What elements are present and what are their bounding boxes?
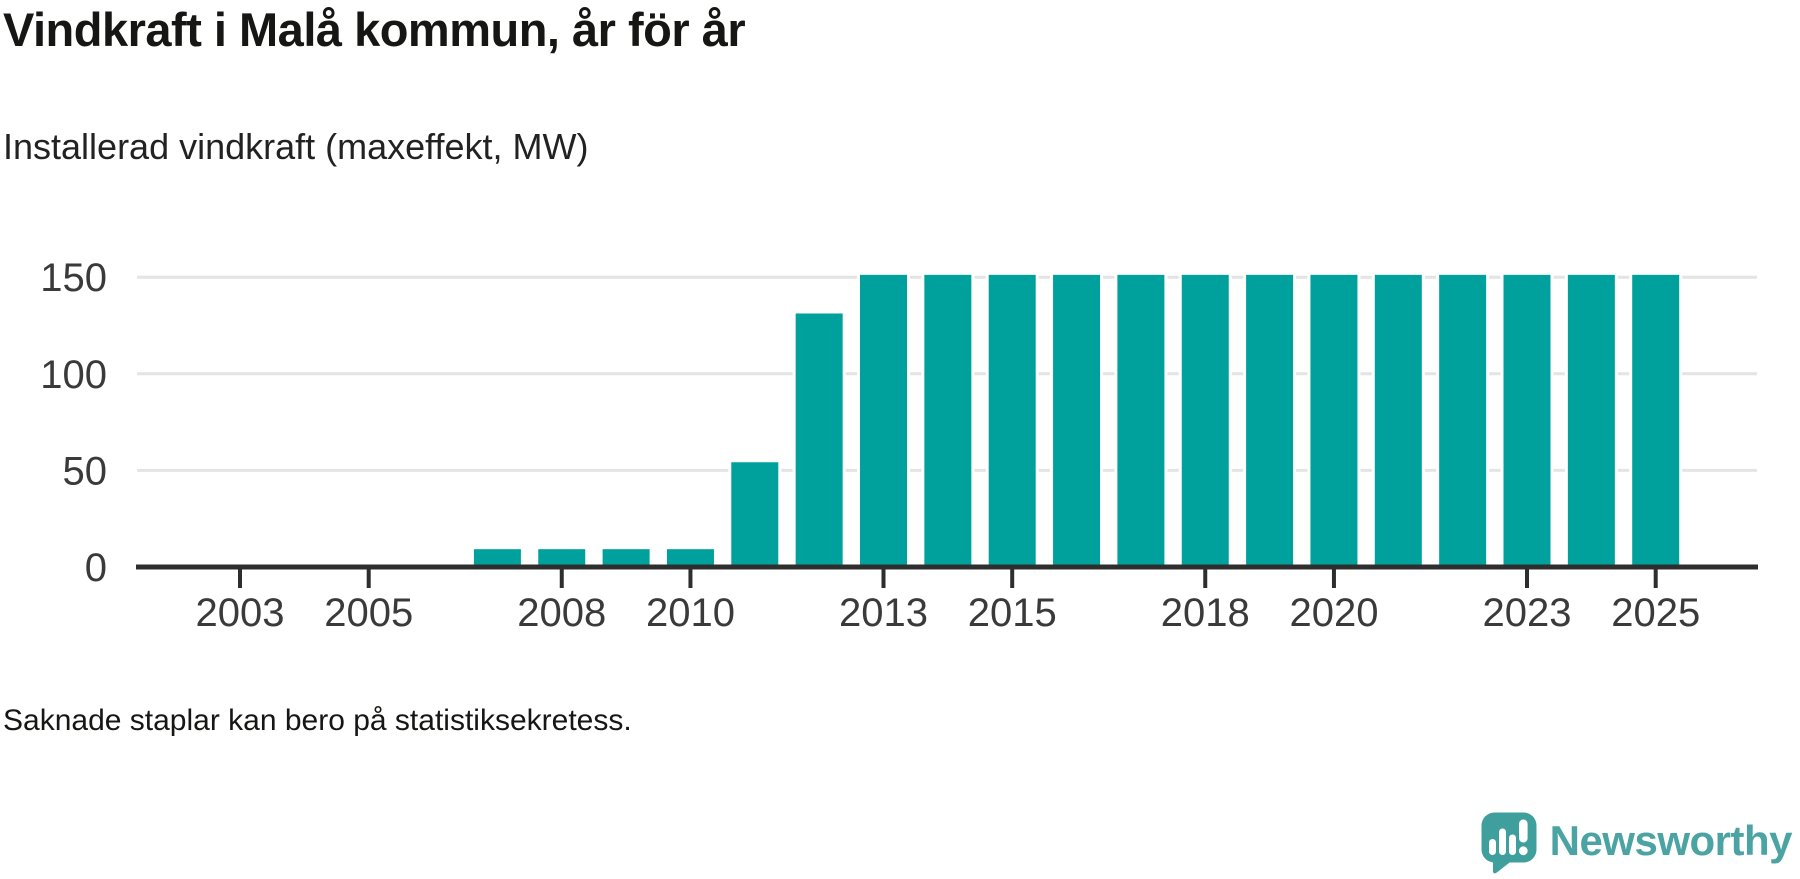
bar-2015 — [985, 271, 1039, 570]
newsworthy-logo: Newsworthy — [1481, 810, 1793, 876]
bar-2012 — [792, 310, 846, 570]
y-tick-label-150: 150 — [40, 256, 107, 300]
bar-2017 — [1114, 271, 1168, 570]
bar-2024 — [1564, 271, 1618, 570]
brand-name: Newsworthy — [1549, 817, 1793, 864]
x-tick-label-2005: 2005 — [324, 591, 413, 635]
y-tick-label-50: 50 — [63, 449, 108, 493]
x-tick-label-2018: 2018 — [1161, 591, 1250, 635]
bar-2022 — [1436, 271, 1490, 570]
logo-exclamation-glyph — [1518, 819, 1528, 856]
bar-2013 — [857, 271, 910, 570]
bar-2016 — [1050, 271, 1104, 570]
logo-bar-chart-glyph — [1488, 828, 1516, 855]
bar-2021 — [1371, 271, 1425, 570]
bar-2018 — [1178, 271, 1232, 570]
bar-2011 — [728, 459, 782, 570]
bar-2023 — [1500, 271, 1554, 570]
x-tick-label-2013: 2013 — [839, 591, 928, 635]
x-tick-label-2025: 2025 — [1611, 591, 1700, 635]
x-tick-label-2010: 2010 — [646, 591, 735, 635]
page-title: Vindkraft i Malå kommun, år för år — [3, 3, 746, 56]
bar-2025 — [1629, 271, 1683, 570]
bar-2019 — [1243, 271, 1297, 570]
bar-2020 — [1307, 271, 1361, 570]
chart-footnote: Saknade staplar kan bero på statistiksek… — [3, 704, 632, 737]
y-tick-label-100: 100 — [40, 353, 107, 397]
x-tick-label-2020: 2020 — [1289, 591, 1378, 635]
x-tick-label-2023: 2023 — [1483, 591, 1572, 635]
y-tick-label-0: 0 — [85, 546, 107, 590]
x-tick-label-2003: 2003 — [196, 591, 285, 635]
bar-2014 — [921, 271, 975, 570]
chart-subtitle: Installerad vindkraft (maxeffekt, MW) — [3, 126, 589, 167]
x-tick-label-2015: 2015 — [968, 591, 1057, 635]
x-tick-label-2008: 2008 — [517, 591, 606, 635]
newsworthy-logo-icon — [1481, 812, 1537, 874]
